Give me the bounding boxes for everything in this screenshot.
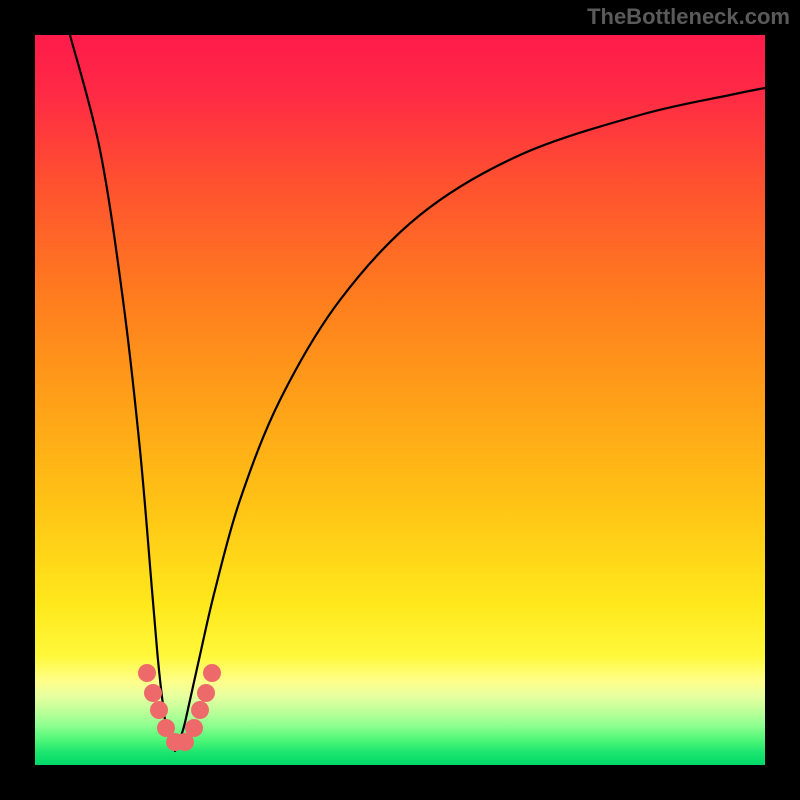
data-marker [138, 664, 156, 682]
data-marker [185, 719, 203, 737]
bottleneck-chart [0, 0, 800, 800]
data-marker [150, 701, 168, 719]
data-marker [203, 664, 221, 682]
watermark-text: TheBottleneck.com [587, 4, 790, 30]
data-marker [144, 684, 162, 702]
data-marker [191, 701, 209, 719]
gradient-field [35, 35, 765, 765]
data-marker [197, 684, 215, 702]
